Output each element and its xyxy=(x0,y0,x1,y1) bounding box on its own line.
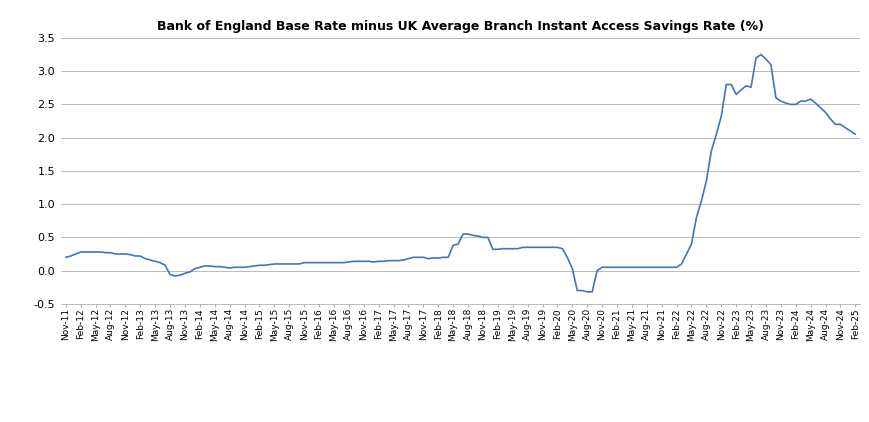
Title: Bank of England Base Rate minus UK Average Branch Instant Access Savings Rate (%: Bank of England Base Rate minus UK Avera… xyxy=(157,20,764,32)
